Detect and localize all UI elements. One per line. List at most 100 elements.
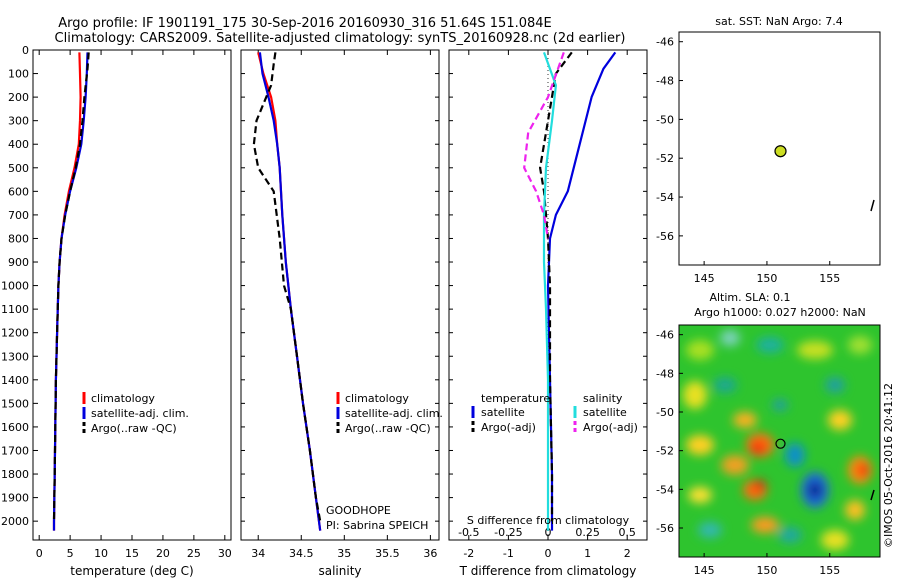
legend-s-argo-label: Argo(-adj): [583, 421, 638, 434]
s-difference-tick-label: 0.5: [618, 526, 636, 539]
x-tick-label: -2: [463, 547, 474, 560]
x-tick-label: 5: [67, 547, 74, 560]
x-tick-label: 34: [251, 547, 265, 560]
temperature-panel: 0100200300400500600700800900100011001200…: [1, 44, 232, 578]
pi-name: PI: Sabrina SPEICH: [326, 519, 428, 532]
float-position-marker: [775, 438, 786, 449]
longitude-tick-label: 150: [756, 564, 777, 577]
temperature-tick-labels: 0 5 10 15 20 25 30: [36, 50, 232, 560]
legend-argo-label: Argo(..raw -QC): [91, 422, 177, 435]
legend-climatology-label: climatology: [345, 392, 409, 405]
y-tick-label: 500: [8, 162, 29, 175]
y-tick-label: 600: [8, 185, 29, 198]
latitude-tick-label: -54: [656, 483, 674, 496]
series-line-t-argo-adj: [539, 51, 573, 522]
sla-map-float-position: [775, 438, 786, 449]
y-tick-label: 800: [8, 232, 29, 245]
y-tick-label: 1100: [1, 303, 29, 316]
x-tick-label: 10: [94, 547, 108, 560]
difference-panel: -2 -1 0 1 2 -0.5 -0.25 0 0.25 0.5 S difference f…: [448, 49, 648, 578]
latitude-tick-label: -50: [656, 406, 674, 419]
temperature-lines: [52, 52, 90, 531]
salinity-legend: climatology satellite-adj. clim. Argo(..…: [336, 392, 443, 435]
salinity-tick-labels: 34 34.5 35 35.5 36: [241, 49, 439, 560]
x-tick-label: 15: [125, 547, 139, 560]
float-position-marker: [774, 145, 787, 158]
series-line-argo-raw-qc: [52, 52, 90, 522]
imos-watermark: ©IMOS 05-Oct-2016 20:41:12: [882, 383, 895, 548]
s-difference-tick-label: -0.5: [458, 526, 479, 539]
x-tick-label: 2: [624, 547, 631, 560]
legend-temperature-heading: temperature: [481, 392, 550, 405]
sla-map-ticks: 145 150 155 -46 -48 -50 -52 -54 -56: [656, 329, 840, 577]
sst-map-float-position: [774, 145, 787, 158]
y-tick-label: 2000: [1, 515, 29, 528]
header-line1: Argo profile: IF 1901191_175 30-Sep-2016…: [58, 16, 552, 31]
longitude-tick-label: 145: [694, 564, 715, 577]
y-tick-label: 1400: [1, 374, 29, 387]
x-tick-label: 36: [423, 547, 437, 560]
latitude-tick-label: -46: [656, 36, 674, 49]
s-difference-tick-labels: -0.5 -0.25 0 0.25 0.5: [458, 526, 636, 539]
t-difference-tick-labels: -2 -1 0 1 2: [449, 49, 647, 560]
y-tick-label: 1600: [1, 421, 29, 434]
s-difference-axis-label: S difference from climatology: [467, 514, 630, 527]
x-tick-label: 0: [36, 547, 43, 560]
depth-tick-labels: 0 100 200 300 400 500 600 700 800 900 1000 1100 1200…: [1, 44, 38, 528]
legend-salinity-heading: salinity: [583, 392, 623, 405]
legend-satellite-label: satellite-adj. clim.: [345, 407, 443, 420]
x-tick-label: 25: [187, 547, 201, 560]
x-tick-label: -1: [503, 547, 514, 560]
header-line2: Climatology: CARS2009. Satellite-adjuste…: [55, 31, 626, 46]
s-difference-tick-label: 0.25: [575, 526, 600, 539]
latitude-tick-label: -46: [656, 329, 674, 342]
temperature-legend: climatology satellite-adj. clim. Argo(..…: [82, 392, 189, 435]
coastline-fragment: [870, 489, 875, 501]
sla-map-panel: Altim. SLA: 0.1 Argo h1000: 0.027 h2000:…: [656, 291, 881, 577]
latitude-tick-label: -52: [656, 152, 674, 165]
project-name: GOODHOPE: [326, 504, 391, 517]
salinity-lines: [252, 52, 322, 531]
legend-satellite-label: satellite-adj. clim.: [91, 407, 189, 420]
latitude-tick-label: -56: [656, 230, 674, 243]
salinity-panel: 34 34.5 35 35.5 36 salinity climatology sate…: [240, 49, 443, 578]
y-tick-label: 1500: [1, 397, 29, 410]
y-tick-label: 1800: [1, 468, 29, 481]
legend-s-satellite-label: satellite: [583, 406, 627, 419]
y-tick-label: 1300: [1, 350, 29, 363]
y-tick-label: 0: [22, 44, 29, 57]
legend-climatology-label: climatology: [91, 392, 155, 405]
y-tick-label: 1700: [1, 444, 29, 457]
sst-map-ticks: 145 150 155 -46 -48 -50 -52 -54 -56: [656, 36, 840, 285]
temperature-frame: [32, 49, 232, 541]
longitude-tick-label: 155: [819, 272, 840, 285]
y-tick-label: 1200: [1, 327, 29, 340]
x-tick-label: 34.5: [289, 547, 314, 560]
sla-heatmap: [679, 325, 880, 557]
s-difference-tick-label: 0: [545, 526, 552, 539]
sst-map-panel: sat. SST: NaN Argo: 7.4 145 150 155 -46 -48 -…: [656, 15, 881, 285]
y-tick-label: 1000: [1, 280, 29, 293]
latitude-tick-label: -48: [656, 367, 674, 380]
y-tick-label: 1900: [1, 492, 29, 505]
latitude-tick-label: -54: [656, 191, 674, 204]
y-tick-label: 400: [8, 138, 29, 151]
legend-t-argo-label: Argo(-adj): [481, 421, 536, 434]
x-tick-label: 0: [545, 547, 552, 560]
coastline-fragment: [870, 199, 875, 212]
series-line-argo-raw-qc: [252, 52, 322, 522]
sla-map-frame: [678, 324, 881, 558]
sla-map-title-line1: Altim. SLA: 0.1: [709, 291, 790, 304]
y-tick-label: 300: [8, 115, 29, 128]
y-tick-label: 100: [8, 68, 29, 81]
latitude-tick-label: -50: [656, 113, 674, 126]
longitude-tick-label: 145: [694, 272, 715, 285]
x-tick-label: 1: [584, 547, 591, 560]
sla-map-title-line2: Argo h1000: 0.027 h2000: NaN: [694, 306, 866, 319]
x-tick-label: 35.5: [375, 547, 400, 560]
s-difference-tick-label: -0.25: [494, 526, 522, 539]
t-difference-axis-label: T difference from climatology: [459, 564, 637, 578]
y-tick-label: 200: [8, 91, 29, 104]
legend-argo-label: Argo(..raw -QC): [345, 422, 431, 435]
